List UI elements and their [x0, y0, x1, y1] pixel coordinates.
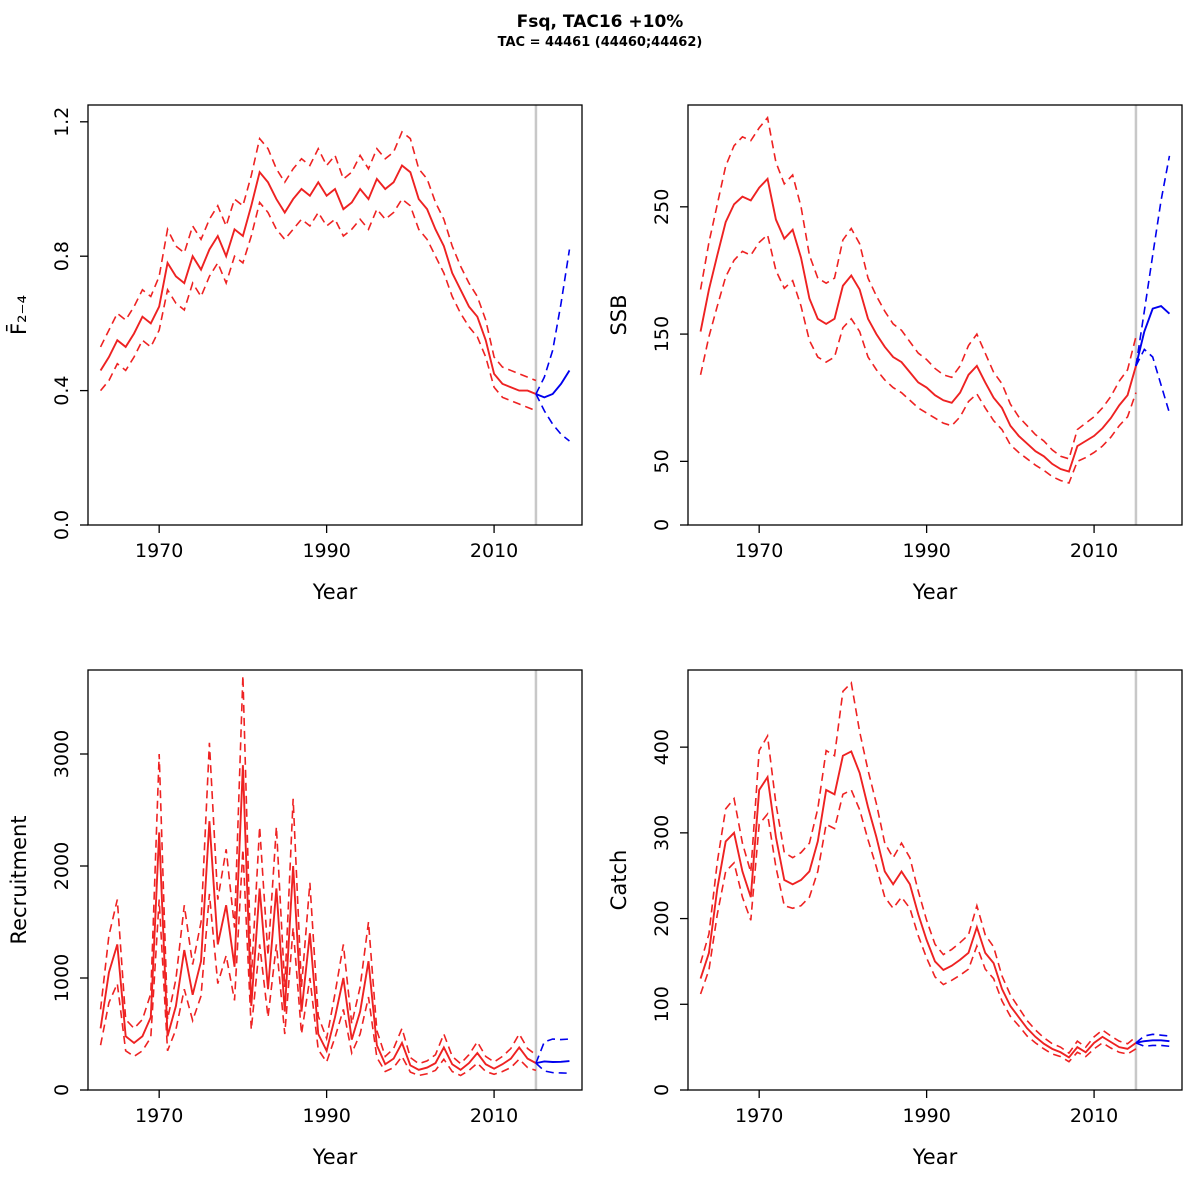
chart-title: Fsq, TAC16 +10%	[516, 12, 684, 32]
x-tick-label: 1990	[902, 540, 950, 562]
series-lower-ci-historic	[699, 233, 1137, 484]
y-tick-label: 100	[651, 986, 673, 1022]
x-tick-label: 1970	[135, 540, 183, 562]
y-tick-label: 3000	[51, 730, 73, 778]
y-tick-label: 2000	[51, 842, 73, 890]
plot-box	[687, 669, 1183, 1091]
series-lower-ci-forecast	[1135, 348, 1171, 414]
figure-header: Fsq, TAC16 +10% TAC = 44461 (44460;44462…	[0, 0, 1200, 70]
series-upper-ci-historic	[699, 115, 1137, 460]
series-lower-ci-historic	[99, 849, 537, 1077]
series-lower-ci-historic	[99, 197, 537, 412]
chart-subtitle: TAC = 44461 (44460;44462)	[497, 35, 703, 50]
chart-svg: 1970 1990 2010 0 1000 2000 3000 Year Recruitment	[7, 669, 583, 1169]
y-axis-label: F̄₂₋₄	[6, 295, 31, 335]
series-upper-ci-forecast	[1135, 1033, 1170, 1044]
panel-ssb: 1970 1990 2010 0 50 150 250 Year SSB	[600, 70, 1200, 635]
series-lower-ci-historic	[699, 788, 1137, 1063]
series-median-forecast	[1135, 1039, 1170, 1044]
x-tick-label: 1970	[735, 1105, 783, 1127]
panel-recruitment: 1970 1990 2010 0 1000 2000 3000 Year Recruitment	[0, 635, 600, 1200]
series-median-forecast	[535, 369, 571, 399]
y-tick-label: 0.0	[51, 510, 73, 540]
plot-box	[87, 104, 583, 526]
chart-svg: 1970 1990 2010 0.0 0.4 0.8 1.2 Year F̄₂₋₄	[6, 104, 583, 604]
series-upper-ci-forecast	[535, 1038, 570, 1064]
series-median-forecast	[535, 1060, 570, 1065]
series-upper-ci-historic	[699, 681, 1137, 1055]
x-axis-label: Year	[912, 1145, 958, 1169]
chart-svg: 1970 1990 2010 0 50 150 250 Year SSB	[607, 104, 1183, 604]
y-tick-label: 250	[651, 189, 673, 225]
x-tick-label: 2010	[470, 1105, 518, 1127]
y-tick-label: 50	[651, 449, 673, 473]
series-upper-ci-historic	[99, 130, 537, 382]
chart-svg: 1970 1990 2010 0 100 200 300 400 Year Catch	[607, 669, 1183, 1169]
x-axis-label: Year	[312, 1145, 358, 1169]
series-median-historic	[699, 176, 1137, 473]
y-tick-label: 300	[651, 815, 673, 851]
y-tick-label: 1000	[51, 954, 73, 1002]
series-median-forecast	[1135, 305, 1171, 367]
series-median-historic	[699, 750, 1137, 1059]
x-tick-label: 2010	[1070, 540, 1118, 562]
x-axis-label: Year	[312, 580, 358, 604]
x-tick-label: 1990	[302, 1105, 350, 1127]
y-tick-label: 0.8	[51, 241, 73, 271]
y-axis-label: Recruitment	[7, 815, 31, 944]
panel-fbar: 1970 1990 2010 0.0 0.4 0.8 1.2 Year F̄₂₋₄	[0, 70, 600, 635]
y-tick-label: 0	[651, 519, 673, 531]
y-axis-label: Catch	[607, 850, 631, 911]
plot-box	[87, 669, 583, 1091]
x-tick-label: 1990	[902, 1105, 950, 1127]
y-tick-label: 0	[51, 1084, 73, 1096]
y-tick-label: 0.4	[51, 375, 73, 405]
x-axis-label: Year	[912, 580, 958, 604]
y-tick-label: 1.2	[51, 107, 73, 137]
x-tick-label: 2010	[1070, 1105, 1118, 1127]
series-lower-ci-forecast	[535, 1062, 570, 1074]
series-upper-ci-historic	[99, 675, 537, 1065]
panel-grid: 1970 1990 2010 0.0 0.4 0.8 1.2 Year F̄₂₋₄ 1970 19…	[0, 70, 1200, 1200]
series-lower-ci-forecast	[1135, 1042, 1170, 1048]
y-tick-label: 200	[651, 900, 673, 936]
panel-catch: 1970 1990 2010 0 100 200 300 400 Year Catch	[600, 635, 1200, 1200]
series-median-historic	[99, 765, 537, 1072]
x-tick-label: 2010	[470, 540, 518, 562]
x-tick-label: 1990	[302, 540, 350, 562]
y-tick-label: 0	[651, 1084, 673, 1096]
x-tick-label: 1970	[735, 540, 783, 562]
series-upper-ci-forecast	[535, 249, 571, 395]
y-tick-label: 400	[651, 729, 673, 765]
plot-box	[687, 104, 1183, 526]
series-median-historic	[99, 164, 537, 395]
series-upper-ci-forecast	[1135, 155, 1171, 367]
x-tick-label: 1970	[135, 1105, 183, 1127]
series-lower-ci-forecast	[535, 393, 570, 442]
y-tick-label: 150	[651, 316, 673, 352]
y-axis-label: SSB	[607, 294, 631, 335]
